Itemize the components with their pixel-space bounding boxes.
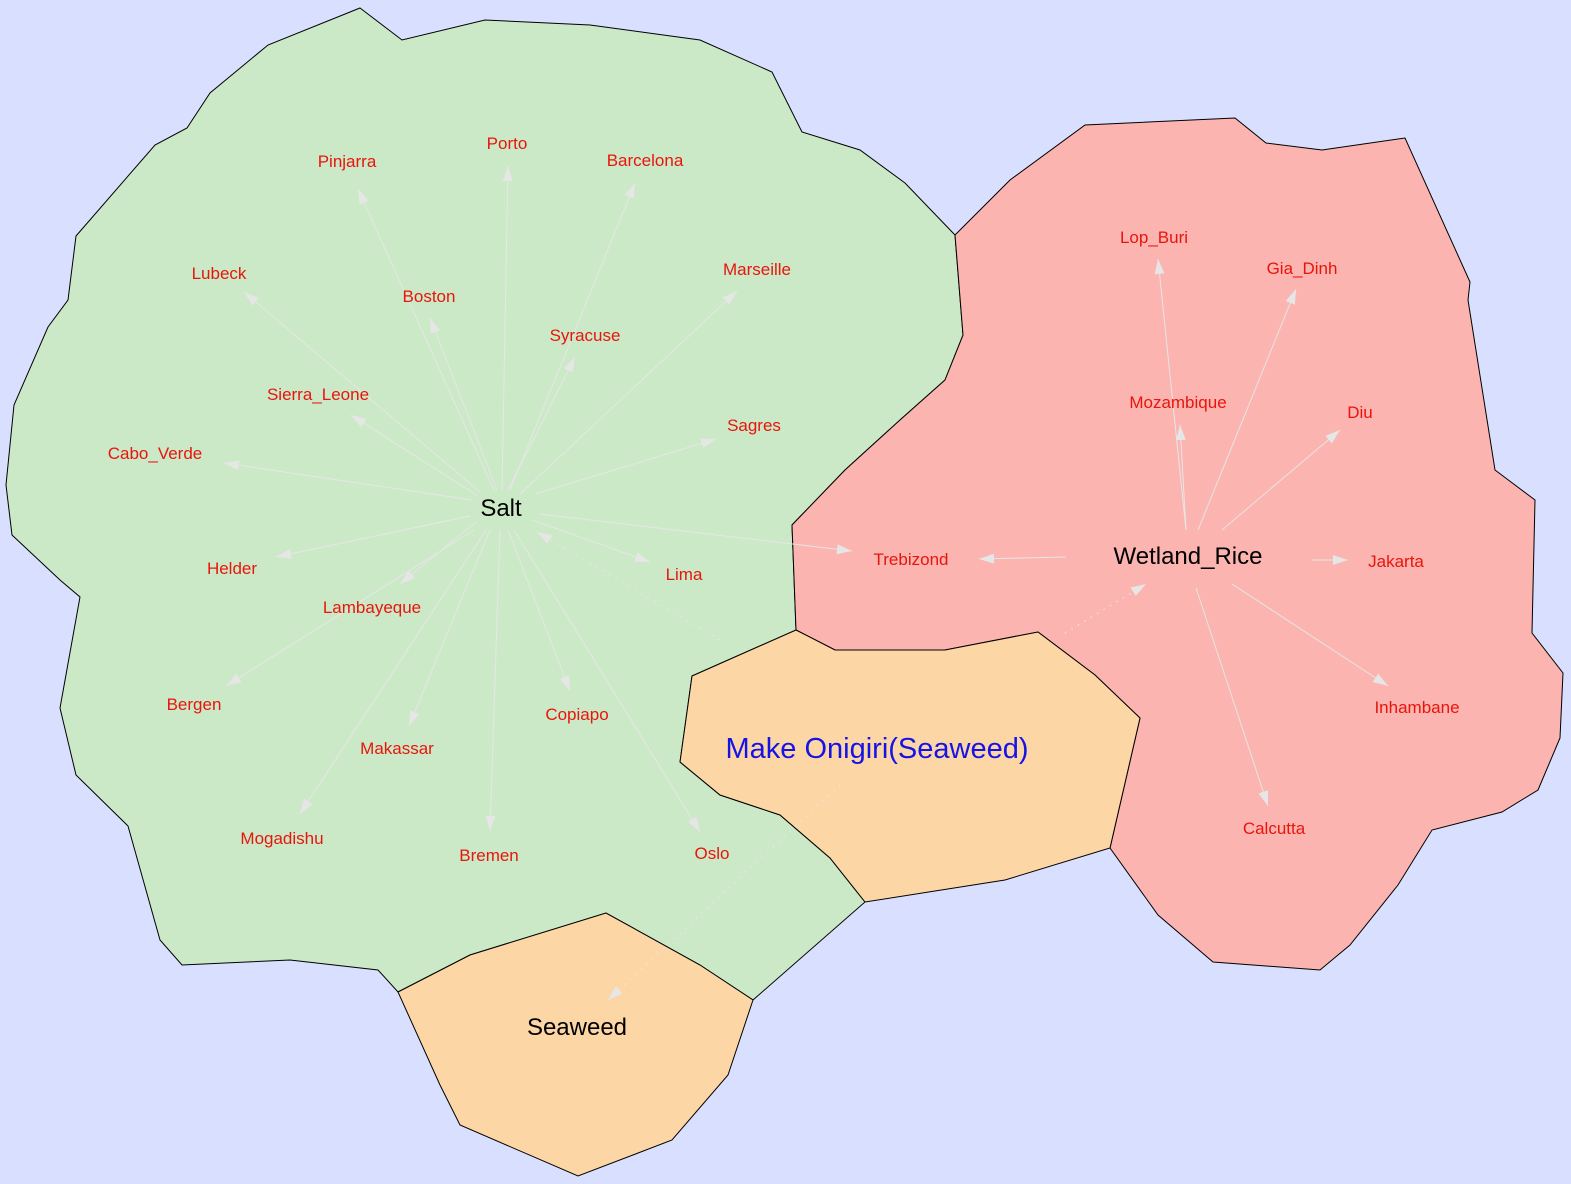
edge-salt-cabo-verde <box>223 462 473 501</box>
city-sierra-leone: Sierra_Leone <box>267 385 369 404</box>
edge-salt-boston <box>429 317 498 491</box>
edge-salt-barcelona <box>509 182 636 491</box>
city-gia-dinh: Gia_Dinh <box>1267 259 1338 278</box>
edge-rice-gia-dinh-arrowhead <box>1285 289 1296 305</box>
edge-salt-porto-arrowhead <box>502 166 513 182</box>
city-bremen: Bremen <box>459 846 519 865</box>
edge-salt-lima <box>531 519 651 563</box>
city-helder: Helder <box>207 559 257 578</box>
link-seaweed-onigiri-arrowhead <box>608 986 623 1000</box>
edge-salt-sierra-leone-arrowhead <box>351 415 367 428</box>
edge-rice-gia-dinh <box>1197 288 1297 531</box>
edge-salt-bremen-arrowhead <box>485 815 496 831</box>
city-lubeck: Lubeck <box>192 264 247 283</box>
edge-salt-mogadishu-arrowhead <box>300 798 313 814</box>
city-lop-buri: Lop_Buri <box>1120 228 1188 247</box>
edge-salt-makassar-arrowhead <box>409 710 420 726</box>
wetland-rice-hub-label: Wetland_Rice <box>1114 543 1263 570</box>
edge-rice-calcutta <box>1195 587 1269 807</box>
city-mogadishu: Mogadishu <box>240 829 323 848</box>
wetland-rice-region <box>791 117 1564 971</box>
edge-salt-bergen <box>225 529 475 687</box>
edge-salt-lima-arrowhead <box>634 552 650 562</box>
edge-salt-pinjarra-arrowhead <box>358 189 369 205</box>
city-syracuse: Syracuse <box>550 326 621 345</box>
city-calcutta: Calcutta <box>1243 819 1306 838</box>
edge-salt-bremen <box>489 529 501 832</box>
edge-salt-trebizond-arrowhead <box>836 544 852 555</box>
seaweed-region <box>397 912 754 1177</box>
edge-salt-boston-arrowhead <box>430 318 441 334</box>
edge-salt-pinjarra <box>357 188 495 491</box>
edge-rice-calcutta-arrowhead <box>1258 790 1269 806</box>
edge-rice-lop-buri <box>1157 258 1187 531</box>
link-onigiri-rice <box>1064 583 1147 634</box>
edge-rice-diu <box>1221 429 1341 531</box>
city-bergen: Bergen <box>167 695 222 714</box>
edge-salt-bergen-arrowhead <box>226 673 242 686</box>
edge-salt-lubeck <box>243 291 481 493</box>
edge-rice-mozambique-arrowhead <box>1175 425 1186 441</box>
edge-rice-diu-arrowhead <box>1325 430 1340 444</box>
city-sagres: Sagres <box>727 416 781 435</box>
onigiri-recipe-label: Make Onigiri(Seaweed) <box>725 733 1028 765</box>
edge-layer <box>223 165 1389 1001</box>
city-jakarta: Jakarta <box>1368 552 1424 571</box>
edge-rice-inhambane-arrowhead <box>1372 673 1388 686</box>
city-trebizond: Trebizond <box>874 550 949 569</box>
edge-salt-sagres-arrowhead <box>700 438 716 449</box>
edge-rice-jakarta-arrowhead <box>1333 555 1348 565</box>
city-diu: Diu <box>1347 403 1373 422</box>
edge-salt-helder-arrowhead <box>276 549 292 559</box>
seaweed-hub-label: Seaweed <box>527 1014 627 1041</box>
city-makassar: Makassar <box>360 739 434 758</box>
city-porto: Porto <box>487 134 528 153</box>
edge-rice-mozambique <box>1179 424 1187 531</box>
city-copiapo: Copiapo <box>545 705 608 724</box>
salt-hub-label: Salt <box>480 495 522 522</box>
edge-salt-trebizond <box>539 513 853 552</box>
edge-rice-inhambane <box>1231 583 1389 687</box>
edge-salt-copiapo-arrowhead <box>559 675 570 691</box>
city-boston: Boston <box>403 287 456 306</box>
edge-salt-lambayeque-arrowhead <box>400 570 415 584</box>
city-lima: Lima <box>666 565 703 584</box>
edge-salt-porto <box>501 165 509 491</box>
edge-salt-barcelona-arrowhead <box>624 183 635 199</box>
onigiri-region <box>679 629 1141 903</box>
city-marseille: Marseille <box>723 260 791 279</box>
edge-salt-syracuse-arrowhead <box>563 357 575 373</box>
edge-rice-lop-buri-arrowhead <box>1154 259 1165 275</box>
city-barcelona: Barcelona <box>607 151 684 170</box>
link-seaweed-onigiri <box>607 784 841 1001</box>
link-onigiri-rice-arrowhead <box>1130 584 1146 597</box>
edge-salt-marseille <box>519 290 738 495</box>
edge-salt-cabo-verde-arrowhead <box>224 460 240 471</box>
link-onigiri-salt <box>536 531 721 641</box>
edge-salt-oslo-arrowhead <box>687 816 700 832</box>
edge-salt-oslo <box>513 529 701 833</box>
edge-salt-lubeck-arrowhead <box>244 292 259 306</box>
edge-salt-marseille-arrowhead <box>722 291 737 305</box>
edge-salt-helder <box>275 515 471 558</box>
city-inhambane: Inhambane <box>1374 698 1459 717</box>
city-oslo: Oslo <box>695 844 730 863</box>
link-onigiri-salt-arrowhead <box>537 532 553 544</box>
city-lambayeque: Lambayeque <box>323 598 421 617</box>
edge-rice-trebizond-arrowhead <box>979 553 995 564</box>
city-mozambique: Mozambique <box>1129 393 1226 412</box>
edge-salt-mogadishu <box>299 529 487 815</box>
edge-salt-syracuse <box>507 356 576 491</box>
edge-salt-sagres <box>534 438 717 495</box>
edge-salt-copiapo <box>507 529 571 692</box>
edge-salt-makassar <box>408 529 491 727</box>
city-pinjarra: Pinjarra <box>318 152 377 171</box>
edge-salt-sierra-leone <box>350 414 479 497</box>
city-cabo-verde: Cabo_Verde <box>108 444 203 463</box>
